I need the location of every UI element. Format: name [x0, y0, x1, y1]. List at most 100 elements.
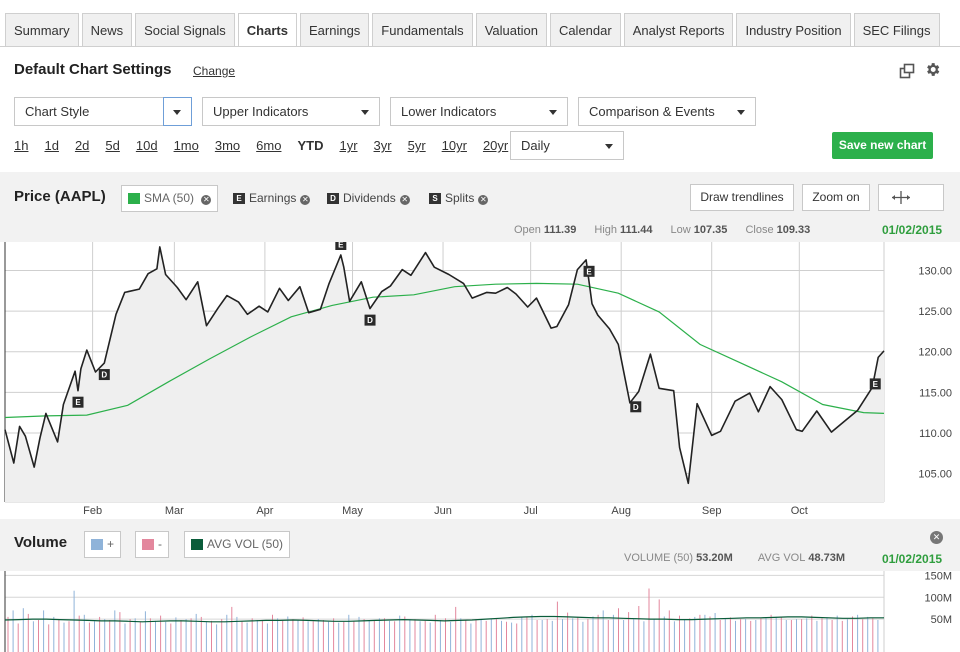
down-label: -	[158, 537, 162, 551]
remove-icon[interactable]: ✕	[399, 195, 410, 205]
tab-valuation[interactable]: Valuation	[475, 13, 547, 46]
range-20yr[interactable]: 20yr	[482, 138, 509, 153]
y-tick-label: 105.00	[918, 469, 952, 481]
volume-readout: VOLUME (50) 53.20M AVG VOL 48.73M	[624, 552, 845, 564]
remove-icon[interactable]: ✕	[300, 195, 311, 205]
remove-icon[interactable]: ✕	[478, 195, 489, 205]
interval-dropdown[interactable]: Daily	[510, 131, 624, 160]
tab-social-signals[interactable]: Social Signals	[135, 13, 235, 46]
chevron-down-icon	[737, 110, 745, 115]
avg-vol-legend[interactable]: AVG VOL (50)	[184, 531, 291, 558]
range-10d[interactable]: 10d	[135, 138, 158, 153]
flag-label: Earnings	[249, 191, 297, 205]
vol-tick-label: 100M	[924, 592, 952, 604]
earnings-marker[interactable]: E	[335, 242, 347, 250]
chevron-down-icon	[605, 144, 613, 149]
marker-box	[869, 378, 881, 390]
comparison-events-dropdown[interactable]: Comparison & Events	[578, 97, 756, 126]
earnings-marker[interactable]: E	[869, 378, 881, 390]
tab-summary[interactable]: Summary	[5, 13, 79, 46]
tab-analyst-reports[interactable]: Analyst Reports	[623, 13, 734, 46]
range-5d[interactable]: 5d	[105, 138, 120, 153]
open-value: 111.39	[543, 224, 577, 236]
y-tick-label: 125.00	[918, 306, 952, 318]
range-3mo[interactable]: 3mo	[214, 138, 241, 153]
y-tick-label: 120.00	[918, 347, 952, 359]
change-link[interactable]: Change	[193, 64, 236, 78]
dividend-marker[interactable]: D	[98, 369, 110, 381]
chart-style-label: Chart Style	[25, 104, 90, 119]
range-1yr[interactable]: 1yr	[339, 138, 358, 153]
flag-splits[interactable]: S Splits ✕	[429, 191, 489, 205]
zoom-on-button[interactable]: Zoom on	[802, 184, 870, 211]
volume-date: 01/02/2015	[882, 552, 943, 566]
flag-badge: E	[233, 193, 245, 204]
flag-dividends[interactable]: D Dividends ✕	[327, 191, 410, 205]
volume-up-legend[interactable]: +	[84, 531, 122, 558]
avg-vol-value: 48.73M	[808, 552, 846, 564]
save-new-chart-button[interactable]: Save new chart	[832, 132, 933, 159]
earnings-marker[interactable]: E	[72, 396, 84, 408]
tab-charts[interactable]: Charts	[237, 13, 297, 47]
tab-industry-position[interactable]: Industry Position	[736, 13, 851, 46]
dividend-marker[interactable]: D	[630, 401, 642, 413]
remove-icon[interactable]: ✕	[201, 195, 212, 205]
popout-icon[interactable]	[899, 63, 915, 79]
avg-volume-line	[4, 615, 884, 623]
x-tick-label: Mar	[165, 505, 184, 517]
earnings-marker[interactable]: E	[583, 265, 595, 277]
page-title: Default Chart Settings	[14, 61, 172, 78]
close-value: 109.33	[776, 224, 811, 236]
y-tick-label: 115.00	[919, 387, 952, 399]
x-tick-label: Jun	[434, 505, 452, 517]
tab-calendar[interactable]: Calendar	[549, 13, 621, 46]
crosshair-tool-dropdown[interactable]	[878, 184, 944, 211]
volume-down-legend[interactable]: -	[135, 531, 169, 558]
tab-earnings[interactable]: Earnings	[299, 13, 370, 46]
range-ytd[interactable]: YTD	[297, 138, 324, 153]
tab-news[interactable]: News	[81, 13, 133, 46]
lower-indicators-dropdown[interactable]: Lower Indicators	[390, 97, 568, 126]
flag-earnings[interactable]: E Earnings ✕	[233, 191, 311, 205]
comparison-events-label: Comparison & Events	[589, 104, 715, 119]
marker-box	[98, 369, 110, 381]
lower-indicators-label: Lower Indicators	[401, 104, 497, 119]
price-line	[4, 246, 885, 485]
range-6mo[interactable]: 6mo	[256, 138, 282, 153]
range-2d[interactable]: 2d	[74, 138, 90, 153]
sma-legend-chip[interactable]: SMA (50) ✕	[121, 185, 219, 212]
x-tick-label: Feb	[83, 505, 102, 517]
marker-label: D	[367, 316, 373, 325]
range-10yr[interactable]: 10yr	[441, 138, 467, 153]
volume-chart[interactable]: 50M 100M 150M	[0, 571, 960, 652]
open-label: Open	[514, 224, 541, 236]
range-1h[interactable]: 1h	[14, 138, 29, 153]
range-1d[interactable]: 1d	[44, 138, 59, 153]
sma-label: SMA (50)	[144, 191, 195, 205]
interval-label: Daily	[521, 138, 550, 153]
sma-swatch	[128, 193, 140, 204]
chart-style-dropdown[interactable]: Chart Style	[14, 97, 192, 126]
range-3yr[interactable]: 3yr	[373, 138, 392, 153]
y-tick-label: 130.00	[918, 265, 952, 277]
dividend-marker[interactable]: D	[364, 314, 376, 326]
marker-box	[335, 242, 347, 250]
marker-label: E	[338, 242, 344, 250]
sma-50-line	[4, 282, 885, 419]
close-volume-icon[interactable]: ✕	[930, 531, 943, 544]
draw-trendlines-button[interactable]: Draw trendlines	[690, 184, 794, 211]
high-label: High	[594, 224, 618, 236]
range-1mo[interactable]: 1mo	[173, 138, 199, 153]
range-5yr[interactable]: 5yr	[407, 138, 426, 153]
gear-icon[interactable]	[924, 61, 941, 78]
tab-fundamentals[interactable]: Fundamentals	[372, 13, 473, 46]
price-panel-header: Price (AAPL) SMA (50) ✕ E Earnings ✕ D Divid…	[0, 172, 960, 242]
volume-value: 53.20M	[696, 552, 733, 564]
marker-box	[583, 265, 595, 277]
upper-indicators-dropdown[interactable]: Upper Indicators	[202, 97, 380, 126]
chart-style-caret-box	[163, 97, 192, 126]
tab-sec-filings[interactable]: SEC Filings	[853, 13, 940, 46]
flag-badge: D	[327, 193, 339, 204]
price-chart[interactable]: 105.00 110.00 115.00 120.00 125.00 130.00 Feb M…	[0, 242, 960, 519]
x-tick-label: May	[342, 505, 363, 517]
